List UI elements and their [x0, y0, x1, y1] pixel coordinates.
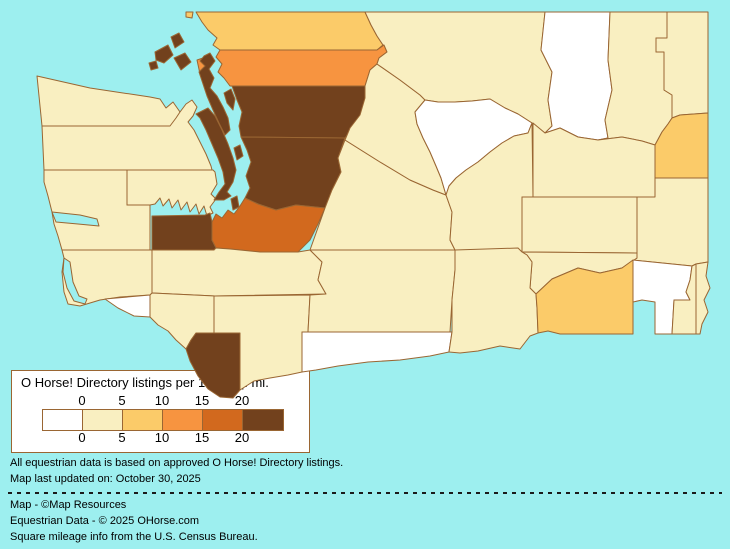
- county-pend-oreille: [655, 11, 709, 119]
- legend-color-bar: [42, 409, 284, 431]
- county-wahkiakum: [104, 294, 151, 318]
- county-jefferson: [41, 99, 213, 171]
- legend-swatch-5-10: [123, 410, 163, 430]
- san-juan-island-4: [148, 60, 159, 71]
- legend-swatch-15-20: [203, 410, 243, 430]
- county-mason: [126, 169, 218, 217]
- whidbey-island: [198, 52, 231, 136]
- vashon-island: [230, 195, 240, 211]
- legend-tick-15: 15: [194, 430, 210, 445]
- legend-scale-labels-bottom: 0 5 10 15 20: [12, 430, 309, 445]
- county-whatcom: [195, 11, 384, 51]
- footer-line-data-source: All equestrian data is based on approved…: [10, 457, 344, 469]
- legend-tick-0: 0: [78, 430, 86, 445]
- grays-harbor-bay: [51, 211, 100, 227]
- legend-scale-labels-top: 0 5 10 15 20: [12, 393, 309, 408]
- legend-tick-5: 5: [118, 430, 126, 445]
- footer-line-census-credit: Square mileage info from the U.S. Census…: [10, 531, 258, 543]
- legend-tick-10: 10: [154, 430, 170, 445]
- legend-swatch-10-15: [163, 410, 203, 430]
- county-lewis: [151, 247, 327, 297]
- county-yakima: [307, 249, 456, 333]
- legend-swatch-20+: [243, 410, 283, 430]
- county-ferry: [540, 11, 613, 141]
- county-clark: [185, 332, 241, 399]
- legend-tick-20: 20: [234, 393, 250, 408]
- willapa-bay: [62, 257, 88, 305]
- county-adams: [521, 196, 638, 254]
- county-kitsap: [195, 107, 237, 201]
- county-klickitat: [301, 331, 453, 373]
- legend-tick-20: 20: [234, 430, 250, 445]
- legend-swatch-0-5: [83, 410, 123, 430]
- footer-line-data-credit: Equestrian Data - © 2025 OHorse.com: [10, 515, 200, 527]
- legend-swatch-0: [43, 410, 83, 430]
- point-roberts: [185, 11, 194, 19]
- camano-island: [223, 88, 236, 111]
- footer-line-last-updated: Map last updated on: October 30, 2025: [10, 473, 201, 485]
- footer-line-map-credit: Map - ©Map Resources: [10, 499, 127, 511]
- county-clallam: [36, 75, 181, 127]
- san-juan-island-3: [173, 52, 192, 71]
- county-snohomish: [231, 85, 369, 139]
- legend-tick-10: 10: [154, 393, 170, 408]
- legend-tick-15: 15: [194, 393, 210, 408]
- county-pacific: [61, 249, 153, 307]
- bainbridge-island: [233, 144, 244, 161]
- county-benton: [448, 247, 539, 354]
- county-skagit: [215, 44, 388, 87]
- dashed-divider: [8, 492, 722, 494]
- legend-tick-5: 5: [118, 393, 126, 408]
- san-juan-island-1: [154, 44, 174, 64]
- san-juan-island-2: [170, 32, 185, 49]
- county-thurston: [151, 212, 217, 251]
- legend-tick-0: 0: [78, 393, 86, 408]
- county-asotin: [695, 261, 711, 335]
